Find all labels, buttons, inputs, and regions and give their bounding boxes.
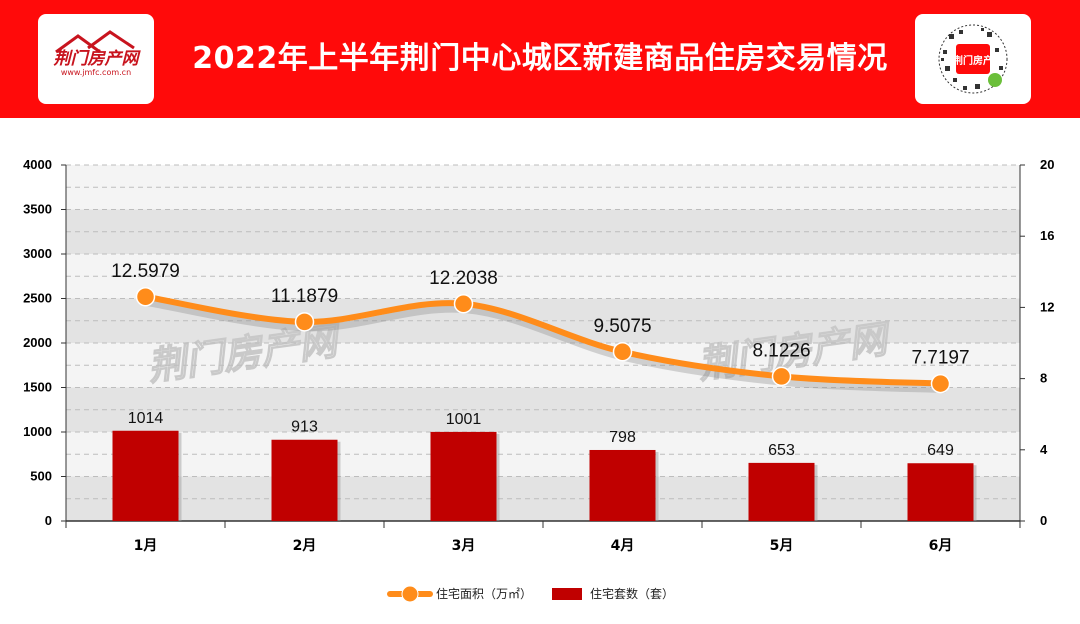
qr-code-icon: 荆门房产 xyxy=(938,24,1008,94)
line-value-label: 12.2038 xyxy=(429,268,498,289)
category-labels: 1月 2月 3月 4月 5月 6月 xyxy=(134,538,953,554)
house-roof-icon xyxy=(55,30,135,54)
bar-value-label: 653 xyxy=(768,442,795,459)
left-tick-label: 2000 xyxy=(23,335,52,350)
category-label: 2月 xyxy=(293,538,317,554)
line-value-label: 7.7197 xyxy=(911,348,969,369)
bar xyxy=(589,449,656,521)
left-tick-label: 1500 xyxy=(23,380,52,395)
category-label: 5月 xyxy=(770,538,794,554)
left-tick-label: 500 xyxy=(30,469,52,484)
bar xyxy=(907,463,974,521)
category-label: 6月 xyxy=(929,538,953,554)
legend-bar-swatch xyxy=(552,588,582,600)
line-value-label: 9.5075 xyxy=(593,316,651,337)
logo-url: www.jmfc.com.cn xyxy=(60,68,132,77)
right-tick-label: 4 xyxy=(1040,442,1048,457)
bar-series xyxy=(112,430,977,521)
line-path xyxy=(142,293,944,387)
line-point xyxy=(135,287,156,307)
line-point xyxy=(771,366,792,387)
logo-text: 荆门房产网 xyxy=(53,49,139,69)
bar xyxy=(271,439,338,521)
line-point xyxy=(453,294,474,314)
bar-value-label: 1001 xyxy=(446,411,482,428)
right-tick-label: 16 xyxy=(1040,228,1054,243)
legend-line-marker xyxy=(401,585,419,603)
line-shadow xyxy=(145,299,947,394)
line-point xyxy=(294,312,315,332)
site-logo[interactable]: 荆门房产网 www.jmfc.com.cn xyxy=(38,14,154,104)
left-axis-ticks: 0 500 1000 1500 2000 2500 3000 3500 4000 xyxy=(23,157,66,528)
right-tick-label: 12 xyxy=(1040,299,1054,314)
right-tick-label: 0 xyxy=(1040,513,1047,528)
bar-value-label: 649 xyxy=(927,442,954,459)
line-value-label: 12.5979 xyxy=(111,261,180,282)
legend: 住宅面积（万㎡） 住宅套数（套） xyxy=(387,585,674,603)
bar-value-label: 913 xyxy=(291,419,318,436)
line-point xyxy=(930,373,951,394)
page-title: 2022年上半年荆门中心城区新建商品住房交易情况 xyxy=(192,41,888,76)
qr-logo-text: 荆门房产 xyxy=(953,54,993,67)
right-axis-ticks: 0 4 8 12 16 20 xyxy=(1020,157,1054,528)
line-series xyxy=(135,287,951,394)
line-value-label: 8.1226 xyxy=(752,340,810,361)
bar-value-label: 798 xyxy=(609,429,636,446)
bar xyxy=(748,462,815,521)
legend-label: 住宅套数（套） xyxy=(590,586,674,601)
left-tick-label: 0 xyxy=(45,513,52,528)
bar-data-labels: 1014 913 1001 798 653 649 xyxy=(128,410,954,459)
left-tick-label: 3000 xyxy=(23,246,52,261)
bar xyxy=(430,431,497,521)
category-label: 1月 xyxy=(134,538,158,554)
legend-label: 住宅面积（万㎡） xyxy=(436,586,532,601)
header-banner: 荆门房产网 www.jmfc.com.cn 2022年上半年荆门中心城区新建商品… xyxy=(0,0,1080,118)
line-point xyxy=(612,342,633,362)
line-value-label: 11.1879 xyxy=(271,286,338,307)
combo-chart: 荆门房产网 荆门房产网 0500100015002000250030003500… xyxy=(23,157,1054,603)
line-data-labels: 12.5979 11.1879 12.2038 9.5075 8.1226 7.7197 xyxy=(111,261,969,369)
bar xyxy=(112,430,179,521)
left-tick-label: 3500 xyxy=(23,202,52,217)
left-tick-label: 2500 xyxy=(23,291,52,306)
category-label: 3月 xyxy=(452,538,476,554)
right-tick-label: 8 xyxy=(1040,371,1047,386)
right-tick-label: 20 xyxy=(1040,157,1054,172)
bar-value-label: 1014 xyxy=(128,410,164,427)
qr-code[interactable]: 荆门房产 xyxy=(915,14,1031,104)
category-label: 4月 xyxy=(611,538,635,554)
left-tick-label: 4000 xyxy=(23,157,52,172)
left-tick-label: 1000 xyxy=(23,424,52,439)
